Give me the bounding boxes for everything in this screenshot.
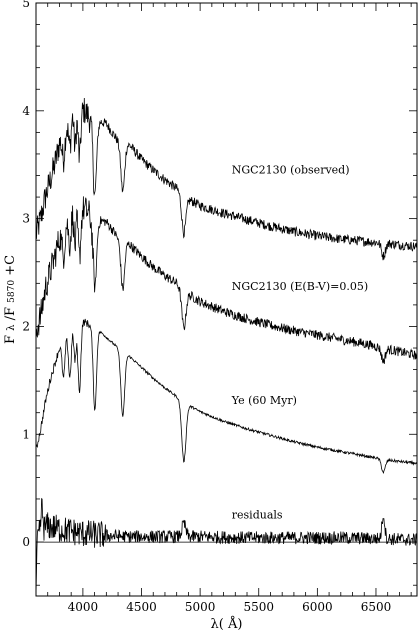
y-tick-label: 2 [22, 319, 30, 333]
series-label: Ye (60 Myr) [231, 394, 297, 407]
x-tick-label: 6500 [361, 600, 392, 614]
x-tick-label: 4500 [126, 600, 157, 614]
y-axis-label-tail: +C [3, 255, 18, 276]
series-line [35, 497, 418, 596]
series-line [35, 97, 418, 261]
y-axis-label-main: F [3, 335, 18, 344]
y-axis-label-slash: /F [3, 307, 18, 320]
y-axis-label-text: F λ /F 5870 +C [3, 255, 18, 344]
x-tick-label: 6000 [302, 600, 333, 614]
x-tick-label: 5500 [243, 600, 274, 614]
y-axis-label: F λ /F 5870 +C [3, 255, 18, 344]
series-line [35, 196, 418, 364]
y-axis-label-sub1: λ [6, 324, 17, 331]
x-axis-label: λ( Å) [211, 616, 243, 632]
x-tick-label: 5000 [185, 600, 216, 614]
y-tick-label: 5 [22, 0, 30, 10]
y-tick-label: 0 [22, 535, 30, 549]
y-tick-label: 1 [22, 427, 30, 441]
y-tick-label: 3 [22, 212, 30, 226]
series-label: residuals [232, 508, 283, 521]
series-label: NGC2130 (E(B-V)=0.05) [232, 280, 368, 293]
plot-frame [35, 2, 418, 597]
x-tick-label: 4000 [68, 600, 99, 614]
series-line [35, 318, 418, 475]
series-label: NGC2130 (observed) [232, 163, 350, 176]
plot-area: 4000 4500 5000 5500 6000 6500 0 1 2 3 4 5 NGC2130 (o… [22, 0, 418, 614]
y-tick-label: 4 [22, 104, 30, 118]
y-axis-label-sub2: 5870 [7, 280, 17, 303]
